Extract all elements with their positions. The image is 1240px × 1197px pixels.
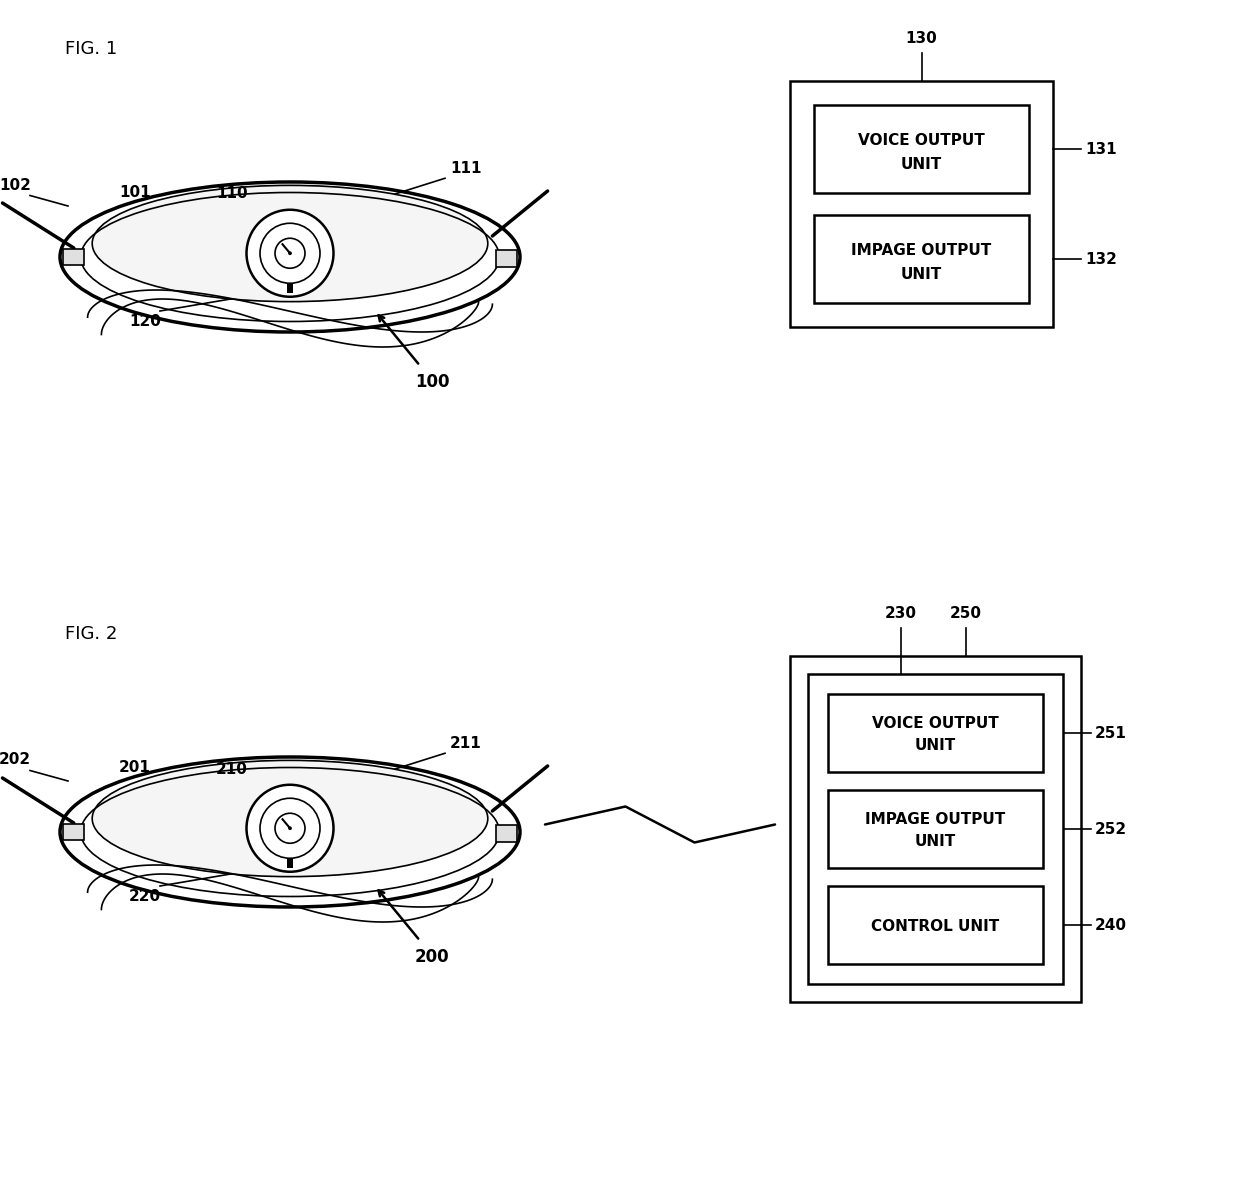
Text: UNIT: UNIT: [915, 739, 956, 753]
Ellipse shape: [92, 760, 487, 876]
Text: 110: 110: [216, 187, 248, 201]
Ellipse shape: [275, 238, 305, 268]
Bar: [828, 790, 1043, 868]
Text: 102: 102: [0, 177, 31, 193]
Bar: [496, 826, 517, 841]
Text: IMPAGE OUTPUT: IMPAGE OUTPUT: [866, 812, 1006, 827]
Text: FIG. 1: FIG. 1: [64, 40, 118, 57]
Text: 200: 200: [415, 948, 450, 966]
Bar: [828, 886, 1043, 964]
Bar: [286, 843, 293, 868]
Text: FIG. 2: FIG. 2: [64, 625, 118, 643]
Text: VOICE OUTPUT: VOICE OUTPUT: [872, 716, 999, 731]
Text: 132: 132: [1085, 251, 1117, 267]
Text: 211: 211: [450, 736, 482, 751]
Bar: [828, 694, 1043, 772]
Ellipse shape: [260, 224, 320, 284]
Text: 120: 120: [129, 314, 161, 329]
Ellipse shape: [288, 826, 291, 831]
Ellipse shape: [60, 182, 520, 332]
Ellipse shape: [247, 785, 334, 871]
Text: 202: 202: [0, 753, 31, 767]
Text: CONTROL UNIT: CONTROL UNIT: [872, 919, 999, 934]
Bar: [496, 250, 517, 267]
Ellipse shape: [288, 251, 291, 255]
Bar: [813, 215, 1029, 303]
Ellipse shape: [260, 798, 320, 858]
Bar: [286, 268, 293, 293]
Text: 101: 101: [119, 186, 151, 200]
Text: VOICE OUTPUT: VOICE OUTPUT: [858, 133, 985, 147]
Ellipse shape: [60, 757, 520, 907]
Ellipse shape: [275, 813, 305, 843]
Bar: [790, 656, 1081, 1002]
Text: UNIT: UNIT: [915, 834, 956, 849]
Text: 210: 210: [216, 761, 248, 777]
Bar: [63, 249, 84, 266]
Text: 230: 230: [884, 606, 916, 621]
Text: 251: 251: [1095, 725, 1127, 741]
Text: 131: 131: [1085, 141, 1117, 157]
Bar: [813, 105, 1029, 193]
Text: 111: 111: [450, 162, 481, 176]
Text: UNIT: UNIT: [901, 157, 942, 172]
Text: 100: 100: [415, 373, 449, 391]
Text: 240: 240: [1095, 917, 1127, 932]
Ellipse shape: [247, 209, 334, 297]
Text: 220: 220: [129, 889, 161, 904]
Text: IMPAGE OUTPUT: IMPAGE OUTPUT: [852, 243, 992, 257]
Text: 201: 201: [119, 760, 151, 774]
Bar: [808, 674, 1063, 984]
Text: 250: 250: [950, 606, 982, 621]
Text: 130: 130: [905, 31, 937, 45]
Bar: [790, 81, 1053, 327]
Bar: [63, 824, 84, 840]
Text: 252: 252: [1095, 821, 1127, 837]
Text: UNIT: UNIT: [901, 267, 942, 282]
Ellipse shape: [92, 186, 487, 302]
